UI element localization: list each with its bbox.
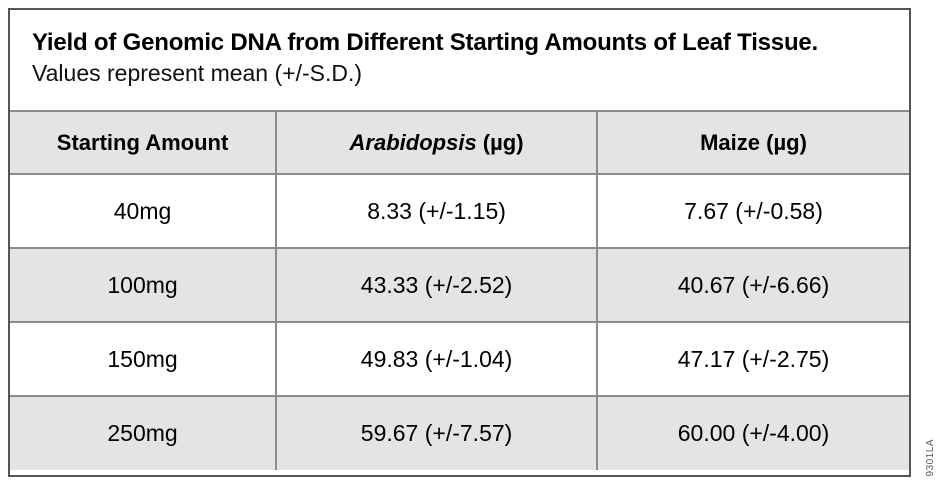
table-row-40mg: 40mg 8.33 (+/-1.15) 7.67 (+/-0.58) [10, 173, 909, 249]
header-arabidopsis: Arabidopsis (µg) [275, 110, 599, 175]
header-maize: Maize (µg) [596, 110, 909, 175]
cell-maize-yield: 47.17 (+/-2.75) [596, 321, 909, 397]
figure-subtitle: Values represent mean (+/-S.D.) [32, 60, 363, 86]
cell-starting-amount: 40mg [10, 173, 278, 249]
cell-arabidopsis-yield: 8.33 (+/-1.15) [275, 173, 599, 249]
cell-maize-yield: 7.67 (+/-0.58) [596, 173, 909, 249]
figure-border-box: Yield of Genomic DNA from Different Star… [8, 8, 911, 477]
cell-arabidopsis-yield: 59.67 (+/-7.57) [275, 395, 599, 470]
cell-arabidopsis-yield: 43.33 (+/-2.52) [275, 247, 599, 323]
cell-starting-amount: 100mg [10, 247, 278, 323]
figure-code-label: 9301LA [925, 438, 936, 476]
header-arabidopsis-name: Arabidopsis [349, 129, 477, 155]
table-row-100mg: 100mg 43.33 (+/-2.52) 40.67 (+/-6.66) [10, 247, 909, 323]
cell-maize-yield: 40.67 (+/-6.66) [596, 247, 909, 323]
table-row-250mg: 250mg 59.67 (+/-7.57) 60.00 (+/-4.00) [10, 395, 909, 470]
header-starting-amount: Starting Amount [10, 110, 278, 175]
cell-arabidopsis-yield: 49.83 (+/-1.04) [275, 321, 599, 397]
cell-starting-amount: 250mg [10, 395, 278, 470]
cell-starting-amount: 150mg [10, 321, 278, 397]
header-arabidopsis-unit: (µg) [476, 129, 524, 155]
header-row: Starting Amount Arabidopsis (µg) Maize (… [10, 110, 909, 175]
table-header: Starting Amount Arabidopsis (µg) Maize (… [10, 110, 909, 175]
figure-title: Yield of Genomic DNA from Different Star… [32, 29, 819, 56]
table-body: 40mg 8.33 (+/-1.15) 7.67 (+/-0.58) 100mg… [10, 173, 909, 470]
title-area: Yield of Genomic DNA from Different Star… [10, 10, 909, 95]
dna-yield-table: Starting Amount Arabidopsis (µg) Maize (… [10, 110, 909, 470]
cell-maize-yield: 60.00 (+/-4.00) [596, 395, 909, 470]
table-row-150mg: 150mg 49.83 (+/-1.04) 47.17 (+/-2.75) [10, 321, 909, 397]
